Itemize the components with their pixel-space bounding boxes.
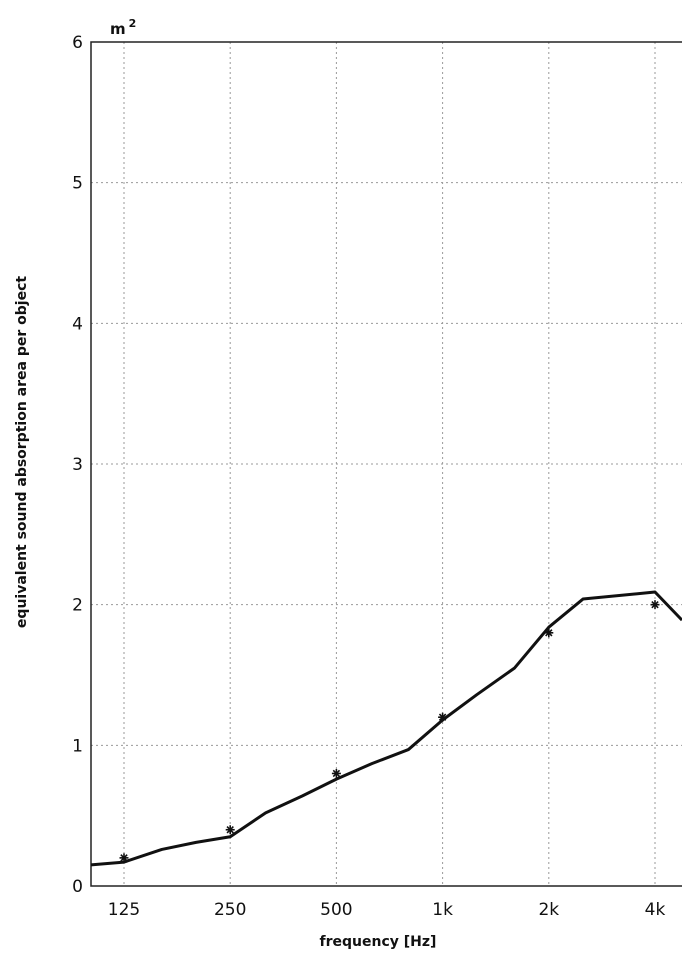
measured-curve [90, 590, 682, 867]
horizontal-grid-lines [91, 182, 682, 746]
x-tick-label: 250 [214, 900, 246, 920]
asterisk-marker [544, 628, 554, 638]
asterisk-marker [331, 768, 341, 778]
asterisk-marker [225, 825, 235, 835]
asterisk-marker [650, 600, 660, 610]
x-axis-title: frequency [Hz] [320, 934, 437, 950]
plot-frame [90, 41, 682, 887]
y-tick-label: 6 [72, 33, 83, 53]
y-axis-title: equivalent sound absorption area per obj… [14, 276, 30, 628]
y-tick-label: 3 [72, 455, 83, 475]
asterisk-marker [119, 853, 129, 863]
x-tick-label: 4k [645, 900, 666, 920]
series-layer [90, 590, 682, 867]
y-tick-label: 4 [72, 314, 83, 334]
vertical-grid-lines [123, 42, 656, 886]
y-tick-label: 2 [72, 596, 83, 616]
x-tick-label: 125 [108, 900, 140, 920]
asterisk-marker [438, 712, 448, 722]
y-tick-label: 0 [72, 877, 83, 897]
y-tick-label: 5 [72, 174, 83, 194]
x-tick-label: 2k [538, 900, 559, 920]
x-tick-label: 500 [320, 900, 352, 920]
y-tick-label: 1 [72, 736, 83, 756]
y-tick-labels: 0 1 2 3 4 5 6 [72, 33, 83, 897]
x-tick-label: 1k [432, 900, 453, 920]
x-tick-labels: 125 250 500 1k 2k 4k [108, 900, 666, 920]
marker-layer [119, 600, 660, 863]
